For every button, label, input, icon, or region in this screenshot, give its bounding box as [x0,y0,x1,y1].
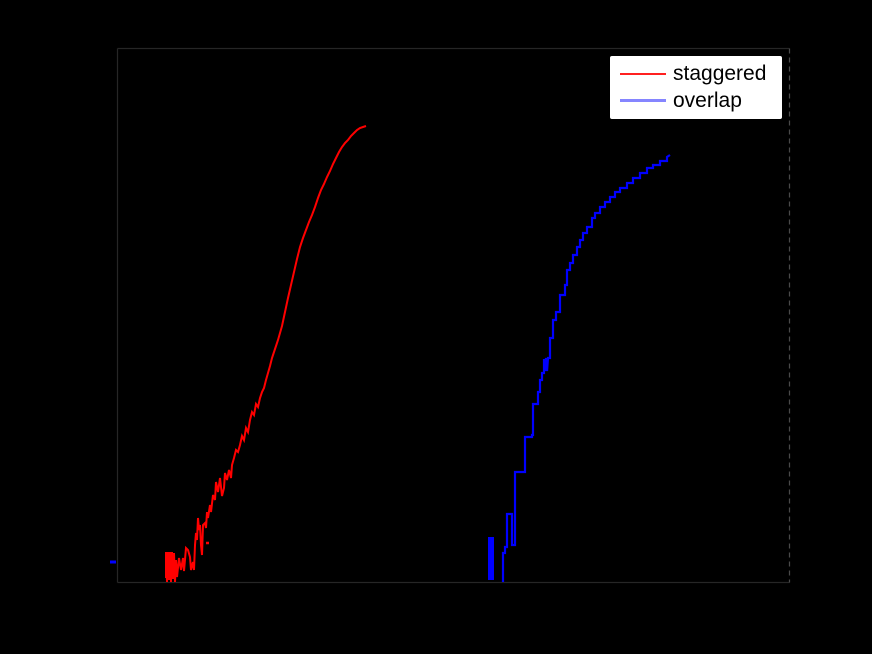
legend-line-staggered-icon [620,72,666,75]
legend-line-overlap-icon [620,99,666,102]
legend: staggered overlap [608,54,784,121]
legend-label-staggered: staggered [673,62,767,85]
staggered-curve-segment-0 [165,125,367,583]
legend-label-overlap: overlap [673,89,742,112]
legend-item-staggered: staggered [620,60,776,87]
legend-item-overlap: overlap [620,87,776,114]
overlap-curve-segment-2 [501,154,671,582]
